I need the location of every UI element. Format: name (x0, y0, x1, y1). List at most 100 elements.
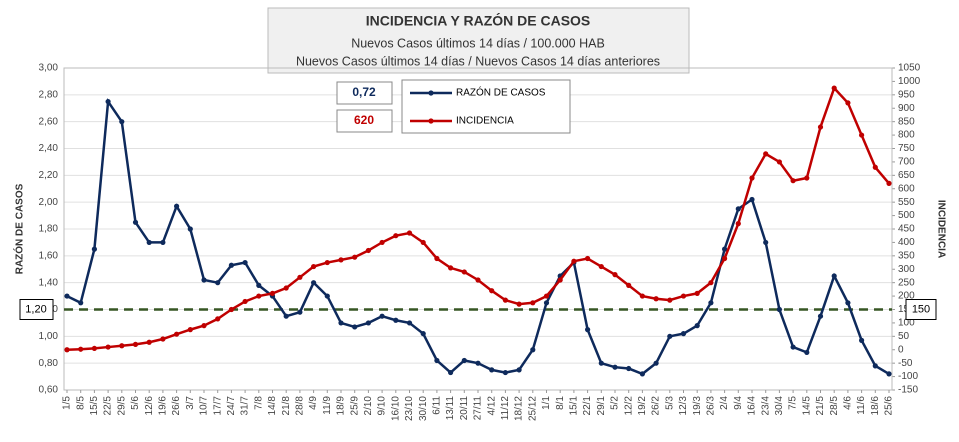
point (324, 293, 330, 299)
x-tick-label: 28/8 (295, 396, 306, 416)
x-tick-label: 19/2 (637, 396, 648, 416)
point (598, 360, 604, 366)
point (653, 296, 659, 302)
y2-tick-label: 650 (898, 170, 915, 181)
y2-tick-label: -100 (898, 371, 918, 382)
point (365, 320, 371, 326)
point (872, 164, 878, 170)
y2-tick-label: 900 (898, 103, 915, 114)
y-tick-label: 1,80 (39, 224, 59, 235)
y2-tick-label: 100 (898, 318, 915, 329)
point (489, 367, 495, 373)
point (283, 285, 289, 291)
point (256, 293, 262, 299)
point (434, 357, 440, 364)
point (187, 226, 193, 232)
point (64, 293, 70, 299)
point (119, 119, 125, 125)
point (845, 100, 851, 106)
point (557, 277, 563, 283)
x-tick-label: 2/10 (363, 396, 374, 416)
point (352, 254, 358, 260)
y-tick-label: 1,00 (39, 331, 59, 342)
y-tick-label: 2,40 (39, 143, 59, 154)
threshold-box (905, 299, 937, 320)
x-tick-label: 15/1 (569, 396, 580, 416)
point (502, 297, 508, 303)
point (804, 349, 810, 356)
point (379, 239, 385, 246)
y2-tick-label: 1050 (898, 63, 921, 74)
y-tick-label: 1,60 (39, 250, 59, 261)
point (228, 262, 234, 268)
threshold-box (19, 299, 54, 320)
point (489, 288, 495, 294)
point (448, 369, 454, 376)
point (872, 363, 878, 369)
y2-tick-label: 0 (898, 344, 904, 355)
point (530, 300, 536, 306)
y2-tick-label: 1000 (898, 76, 921, 87)
subtitle: Nuevos Casos últimos 14 días / 100.000 H… (351, 36, 605, 50)
point (324, 259, 330, 266)
title-box (267, 7, 690, 74)
point (146, 339, 152, 345)
x-tick-label: 11/9 (322, 396, 333, 415)
legend-marker (428, 90, 434, 96)
point (694, 290, 700, 296)
y-tick-label: 3,00 (39, 63, 59, 74)
x-tick-label: 14/8 (267, 396, 278, 416)
x-tick-label: 28/5 (829, 396, 840, 416)
x-tick-label: 26/2 (651, 396, 662, 416)
point (722, 246, 728, 252)
point (502, 369, 508, 376)
point (475, 360, 481, 366)
x-tick-label: 8/5 (75, 396, 86, 410)
x-tick-label: 14/5 (801, 396, 812, 416)
point (352, 324, 358, 330)
point (612, 364, 618, 370)
point (804, 175, 810, 181)
point (215, 280, 221, 286)
x-tick-label: 20/11 (459, 396, 470, 421)
point (420, 239, 426, 246)
point (406, 320, 413, 326)
x-tick-label: 24/7 (226, 396, 237, 416)
point (160, 336, 166, 342)
point (845, 300, 851, 306)
point (475, 277, 481, 283)
x-tick-label: 23/10 (404, 396, 415, 421)
point (105, 98, 111, 105)
y2-tick-label: 550 (898, 197, 915, 208)
point (105, 344, 111, 350)
x-tick-label: 1/1 (541, 396, 552, 410)
x-tick-label: 26/6 (171, 396, 182, 416)
y2-axis-title: INCIDENCIA (935, 200, 946, 258)
point (393, 233, 399, 239)
threshold-label: 150 (912, 303, 930, 315)
y2-tick-label: 750 (898, 143, 915, 154)
point (598, 263, 604, 270)
point (667, 333, 673, 339)
subtitle: Nuevos Casos últimos 14 días / Nuevos Ca… (296, 54, 660, 68)
point (831, 273, 837, 279)
point (543, 300, 550, 306)
point (680, 331, 687, 337)
x-tick-label: 18/12 (514, 396, 525, 421)
y2-tick-label: -50 (898, 358, 913, 369)
point (886, 180, 892, 186)
x-tick-label: 19/3 (692, 396, 703, 416)
x-tick-label: 13/11 (445, 396, 456, 421)
x-tick-label: 9/10 (377, 396, 388, 416)
y-tick-label: 0,80 (39, 358, 59, 369)
y-tick-label: 2,20 (39, 170, 59, 181)
point (776, 306, 783, 313)
point (174, 331, 180, 337)
point (406, 230, 413, 236)
x-tick-label: 9/4 (733, 396, 744, 410)
x-tick-label: 31/7 (240, 396, 251, 416)
point (420, 331, 426, 337)
point (78, 346, 84, 352)
x-tick-label: 4/6 (843, 396, 854, 410)
legend-label: INCIDENCIA (456, 116, 514, 127)
